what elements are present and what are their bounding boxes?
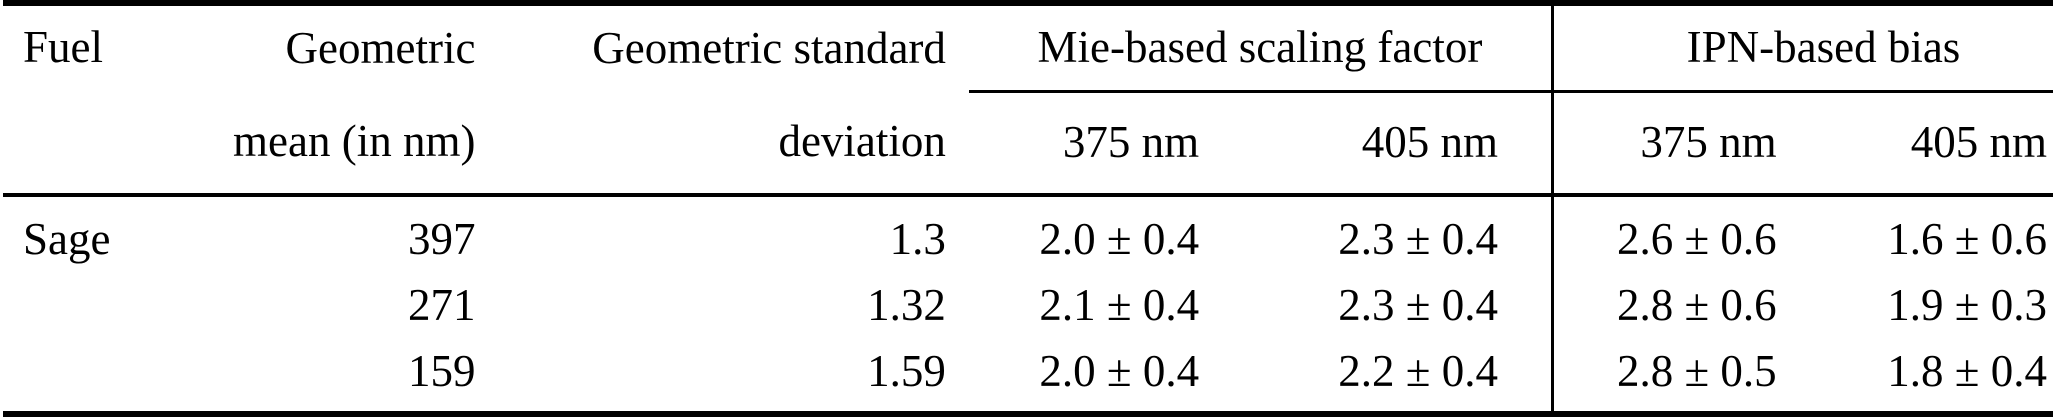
cell-ipn-375: 2.8 ± 0.5 [1552, 339, 1795, 417]
header-row-groups: Fuel Geometric Geometric standard Mie-ba… [3, 0, 2053, 197]
table-row: Sage 397 1.3 2.0 ± 0.4 2.3 ± 0.4 2.6 ± 0… [3, 195, 2053, 273]
header-geometric-mean-line2: mean (in nm) [173, 91, 484, 197]
cell-mie-405: 2.2 ± 0.4 [1209, 339, 1554, 417]
header-fuel: Fuel [3, 0, 174, 197]
cell-ipn-405: 1.6 ± 0.6 [1887, 214, 2047, 265]
cell-ipn-375: 2.6 ± 0.6 [1616, 214, 1777, 265]
cell-mie-375: 2.0 ± 0.4 [968, 339, 1210, 417]
header-group-ipn-bias: IPN-based bias [1552, 0, 2053, 93]
table-row: 271 1.32 2.1 ± 0.4 2.3 ± 0.4 2.8 ± 0.6 1… [3, 273, 2053, 339]
header-mie-405nm: 405 nm [1209, 91, 1554, 197]
cell-mie-405: 2.3 ± 0.4 [1209, 273, 1554, 339]
header-geometric-mean-line1: Geometric [173, 0, 484, 92]
header-row-wavelengths: mean (in nm) deviation 375 nm 405 nm 375… [3, 91, 2053, 197]
cell-fuel [3, 273, 173, 339]
header-group-mie-scaling-factor: Mie-based scaling factor [968, 0, 1554, 93]
cell-ipn-405: 1.8 ± 0.4 [1794, 339, 2053, 417]
cell-fuel [3, 339, 174, 417]
cell-ipn-375: 2.8 ± 0.6 [1616, 280, 1777, 331]
header-ipn-375nm: 375 nm [1552, 91, 1795, 197]
header-mie-375nm: 375 nm [968, 91, 1210, 197]
results-table: Fuel Geometric Geometric standard Mie-ba… [3, 0, 2053, 417]
cell-mie-375: 2.1 ± 0.4 [1039, 280, 1200, 331]
cell-geometric-mean: 397 [407, 214, 476, 265]
header-geometric-sd-line2: deviation [483, 91, 969, 197]
header-ipn-405nm: 405 nm [1794, 91, 2053, 197]
cell-geometric-mean: 159 [173, 339, 484, 417]
cell-fuel: Sage [23, 214, 111, 265]
cell-ipn-405: 1.9 ± 0.3 [1887, 280, 2047, 331]
cell-mie-405: 2.3 ± 0.4 [1209, 195, 1554, 273]
cell-geometric-sd: 1.59 [483, 339, 969, 417]
cell-geometric-sd: 1.3 [889, 214, 946, 265]
table-row: 159 1.59 2.0 ± 0.4 2.2 ± 0.4 2.8 ± 0.5 1… [3, 339, 2053, 417]
header-geometric-sd-line1: Geometric standard [483, 0, 969, 92]
cell-geometric-mean: 271 [407, 280, 476, 331]
cell-mie-375: 2.0 ± 0.4 [1039, 214, 1200, 265]
cell-geometric-sd: 1.32 [867, 280, 946, 331]
